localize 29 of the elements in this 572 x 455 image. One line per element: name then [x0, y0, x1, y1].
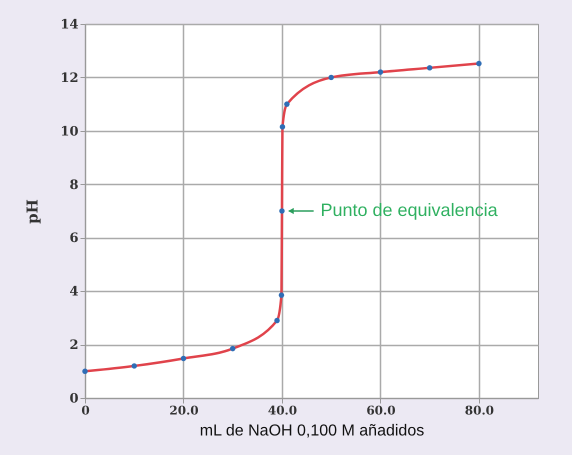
- point: [378, 69, 384, 75]
- y-tick-label: 0: [69, 392, 78, 406]
- y-tick-label: 4: [69, 284, 78, 300]
- y-tick-label: 14: [60, 18, 78, 32]
- x-tick-label: 40.0: [268, 404, 298, 418]
- x-tick-label: 0: [81, 404, 90, 418]
- point: [476, 60, 482, 66]
- y-tick-label: 6: [69, 231, 78, 246]
- y-tick-label: 10: [60, 124, 78, 140]
- point: [132, 363, 137, 369]
- point: [284, 101, 290, 107]
- point: [426, 65, 432, 71]
- point: [279, 208, 285, 214]
- point: [180, 356, 186, 362]
- y-tick-label: 8: [69, 178, 78, 193]
- point: [230, 346, 236, 352]
- x-axis-title: mL de NaOH 0,100 M añadidos: [200, 422, 424, 440]
- y-axis-title: pH: [23, 199, 42, 224]
- y-tick-label: 2: [69, 338, 78, 354]
- point: [278, 292, 284, 298]
- x-tick-label: 80.0: [464, 404, 494, 418]
- point: [280, 124, 286, 130]
- annotation: Punto de equivalencia: [320, 200, 499, 220]
- y-tick-label: 12: [60, 70, 78, 86]
- point: [274, 318, 280, 324]
- x-tick-label: 20.0: [169, 404, 199, 418]
- point: [82, 368, 88, 374]
- point: [328, 74, 334, 80]
- x-tick-label: 60.0: [366, 404, 396, 418]
